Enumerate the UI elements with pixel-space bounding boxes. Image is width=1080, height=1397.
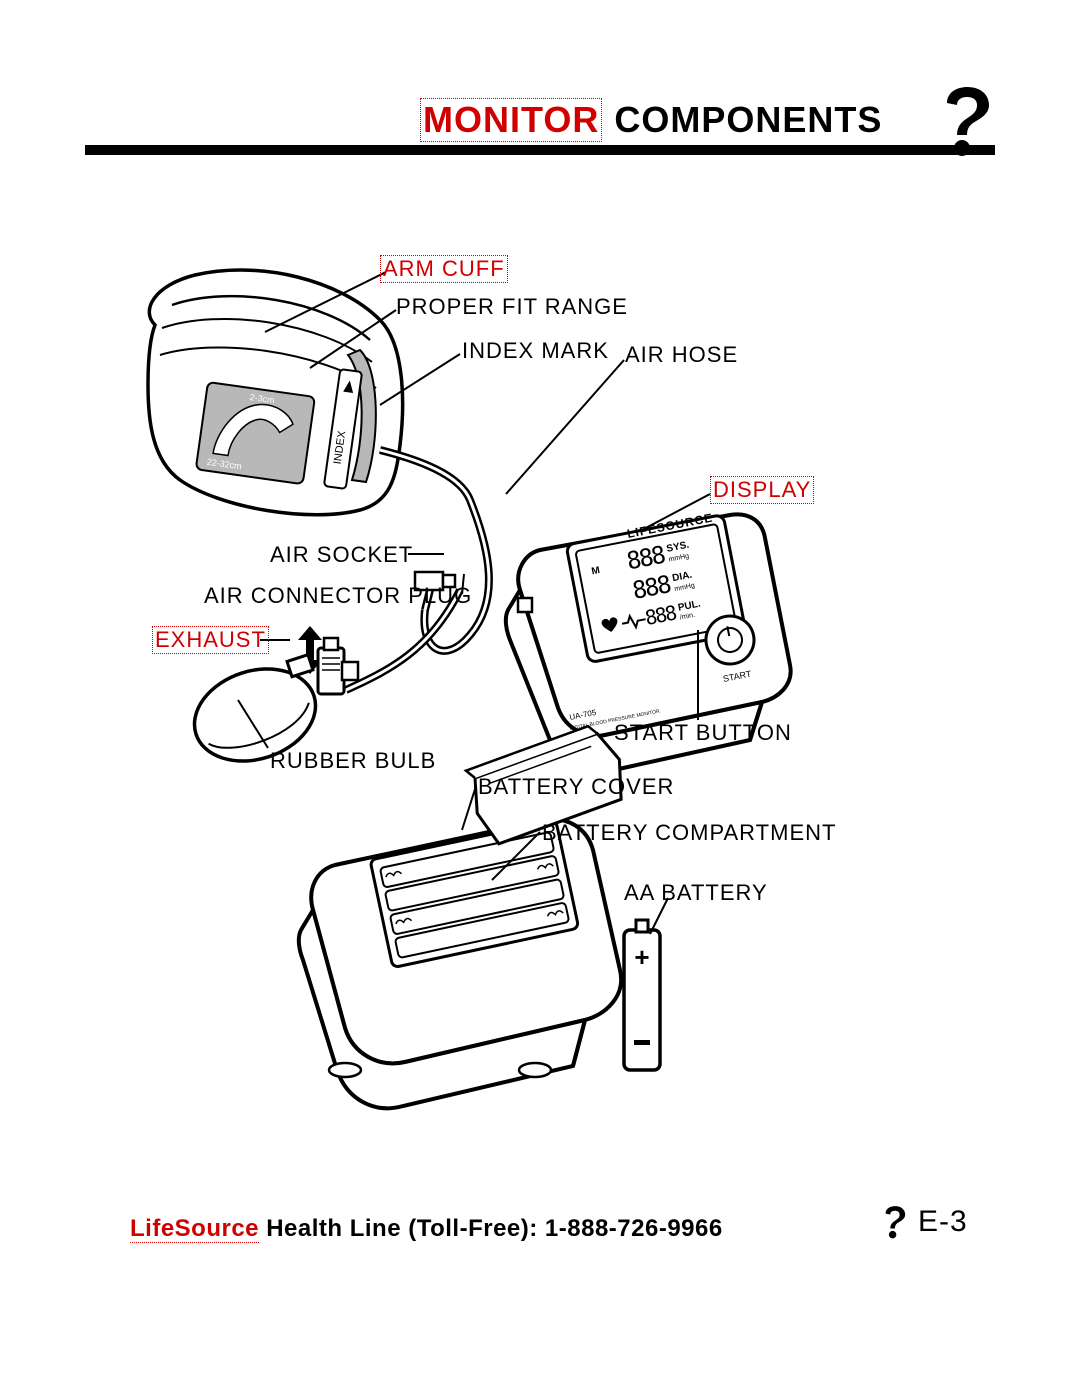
aa-battery-illustration: + xyxy=(624,920,660,1070)
footer-text: Health Line (Toll-Free): 1-888-726-9966 xyxy=(259,1215,723,1242)
question-mark-icon xyxy=(935,85,995,157)
page-number: E-3 xyxy=(880,1205,968,1239)
footer-brand: LifeSource xyxy=(130,1215,259,1243)
label-rubber-bulb: RUBBER BULB xyxy=(270,748,436,774)
label-air-connector-plug: AIR CONNECTOR PLUG xyxy=(204,583,472,609)
title-rest: COMPONENTS xyxy=(614,99,882,141)
page-title: MONITOR COMPONENTS xyxy=(420,98,882,142)
label-exhaust: EXHAUST xyxy=(152,626,269,654)
label-display: DISPLAY xyxy=(710,476,814,504)
footer-line: LifeSource Health Line (Toll-Free): 1-88… xyxy=(130,1215,723,1243)
label-aa-battery: AA BATTERY xyxy=(624,880,768,906)
label-battery-cover: BATTERY COVER xyxy=(478,774,674,800)
label-air-hose: AIR HOSE xyxy=(625,342,738,368)
title-highlight: MONITOR xyxy=(420,98,602,142)
label-arm-cuff: ARM CUFF xyxy=(380,255,508,283)
svg-text:+: + xyxy=(634,942,649,972)
label-index-mark: INDEX MARK xyxy=(462,338,609,364)
label-start-button: START BUTTON xyxy=(614,720,792,746)
question-mark-icon-small xyxy=(880,1205,908,1239)
component-diagram: INDEX 2-3cm 22-32cm xyxy=(100,240,980,1120)
label-air-socket: AIR SOCKET xyxy=(270,542,413,568)
header-rule xyxy=(85,145,995,155)
label-proper-fit-range: PROPER FIT RANGE xyxy=(396,294,628,320)
label-battery-compartment: BATTERY COMPARTMENT xyxy=(542,820,836,846)
page-number-text: E-3 xyxy=(918,1205,968,1239)
